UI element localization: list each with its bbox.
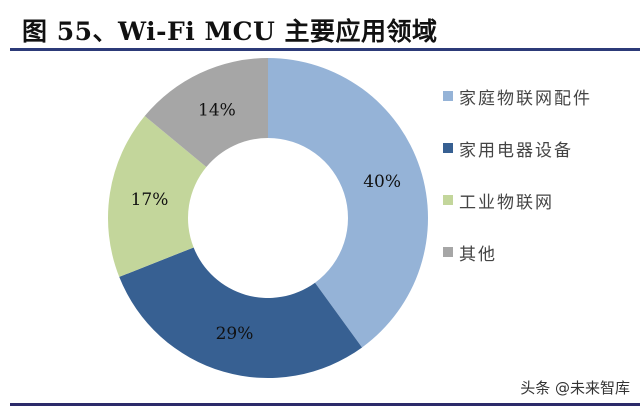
legend-item: 家庭物联网配件 — [443, 70, 592, 122]
bottom-divider — [10, 403, 640, 406]
legend-swatch — [443, 195, 453, 205]
legend-item: 其他 — [443, 226, 592, 278]
slice-label: 40% — [363, 172, 401, 192]
legend-swatch — [443, 91, 453, 101]
slice-label: 29% — [216, 324, 254, 344]
donut-slice — [119, 247, 363, 378]
legend-item: 工业物联网 — [443, 174, 592, 226]
title-divider — [10, 48, 640, 51]
watermark: 头条 @未来智库 — [520, 379, 630, 397]
legend: 家庭物联网配件 家用电器设备 工业物联网 其他 — [443, 70, 592, 278]
legend-swatch — [443, 247, 453, 257]
donut-slice — [108, 116, 207, 277]
donut-slice — [268, 58, 429, 348]
slice-label: 17% — [131, 190, 169, 210]
chart-title: 图 55、Wi-Fi MCU 主要应用领域 — [22, 17, 438, 46]
slice-label: 14% — [198, 100, 236, 120]
legend-swatch — [443, 143, 453, 153]
legend-item: 家用电器设备 — [443, 122, 592, 174]
donut-slice — [144, 58, 268, 168]
